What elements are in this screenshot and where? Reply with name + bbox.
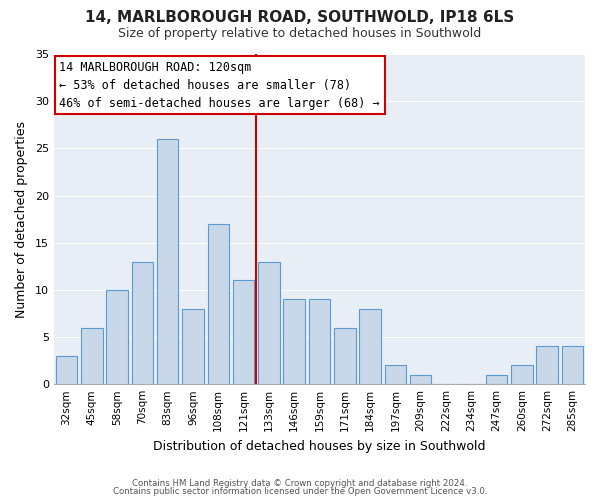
Bar [208,224,229,384]
Bar [385,366,406,384]
Text: Contains HM Land Registry data © Crown copyright and database right 2024.: Contains HM Land Registry data © Crown c… [132,478,468,488]
Bar [334,328,356,384]
Text: 14, MARLBOROUGH ROAD, SOUTHWOLD, IP18 6LS: 14, MARLBOROUGH ROAD, SOUTHWOLD, IP18 6L… [85,10,515,25]
Bar [283,300,305,384]
Bar [233,280,254,384]
Text: Contains public sector information licensed under the Open Government Licence v3: Contains public sector information licen… [113,487,487,496]
Text: 14 MARLBOROUGH ROAD: 120sqm
← 53% of detached houses are smaller (78)
46% of sem: 14 MARLBOROUGH ROAD: 120sqm ← 53% of det… [59,60,380,110]
Bar [106,290,128,384]
Bar [359,308,381,384]
Text: Size of property relative to detached houses in Southwold: Size of property relative to detached ho… [118,28,482,40]
Bar [56,356,77,384]
Bar [536,346,558,384]
Bar [511,366,533,384]
X-axis label: Distribution of detached houses by size in Southwold: Distribution of detached houses by size … [153,440,486,452]
Y-axis label: Number of detached properties: Number of detached properties [15,120,28,318]
Bar [309,300,330,384]
Bar [131,262,153,384]
Bar [486,374,507,384]
Bar [258,262,280,384]
Bar [157,139,178,384]
Bar [81,328,103,384]
Bar [410,374,431,384]
Bar [562,346,583,384]
Bar [182,308,204,384]
